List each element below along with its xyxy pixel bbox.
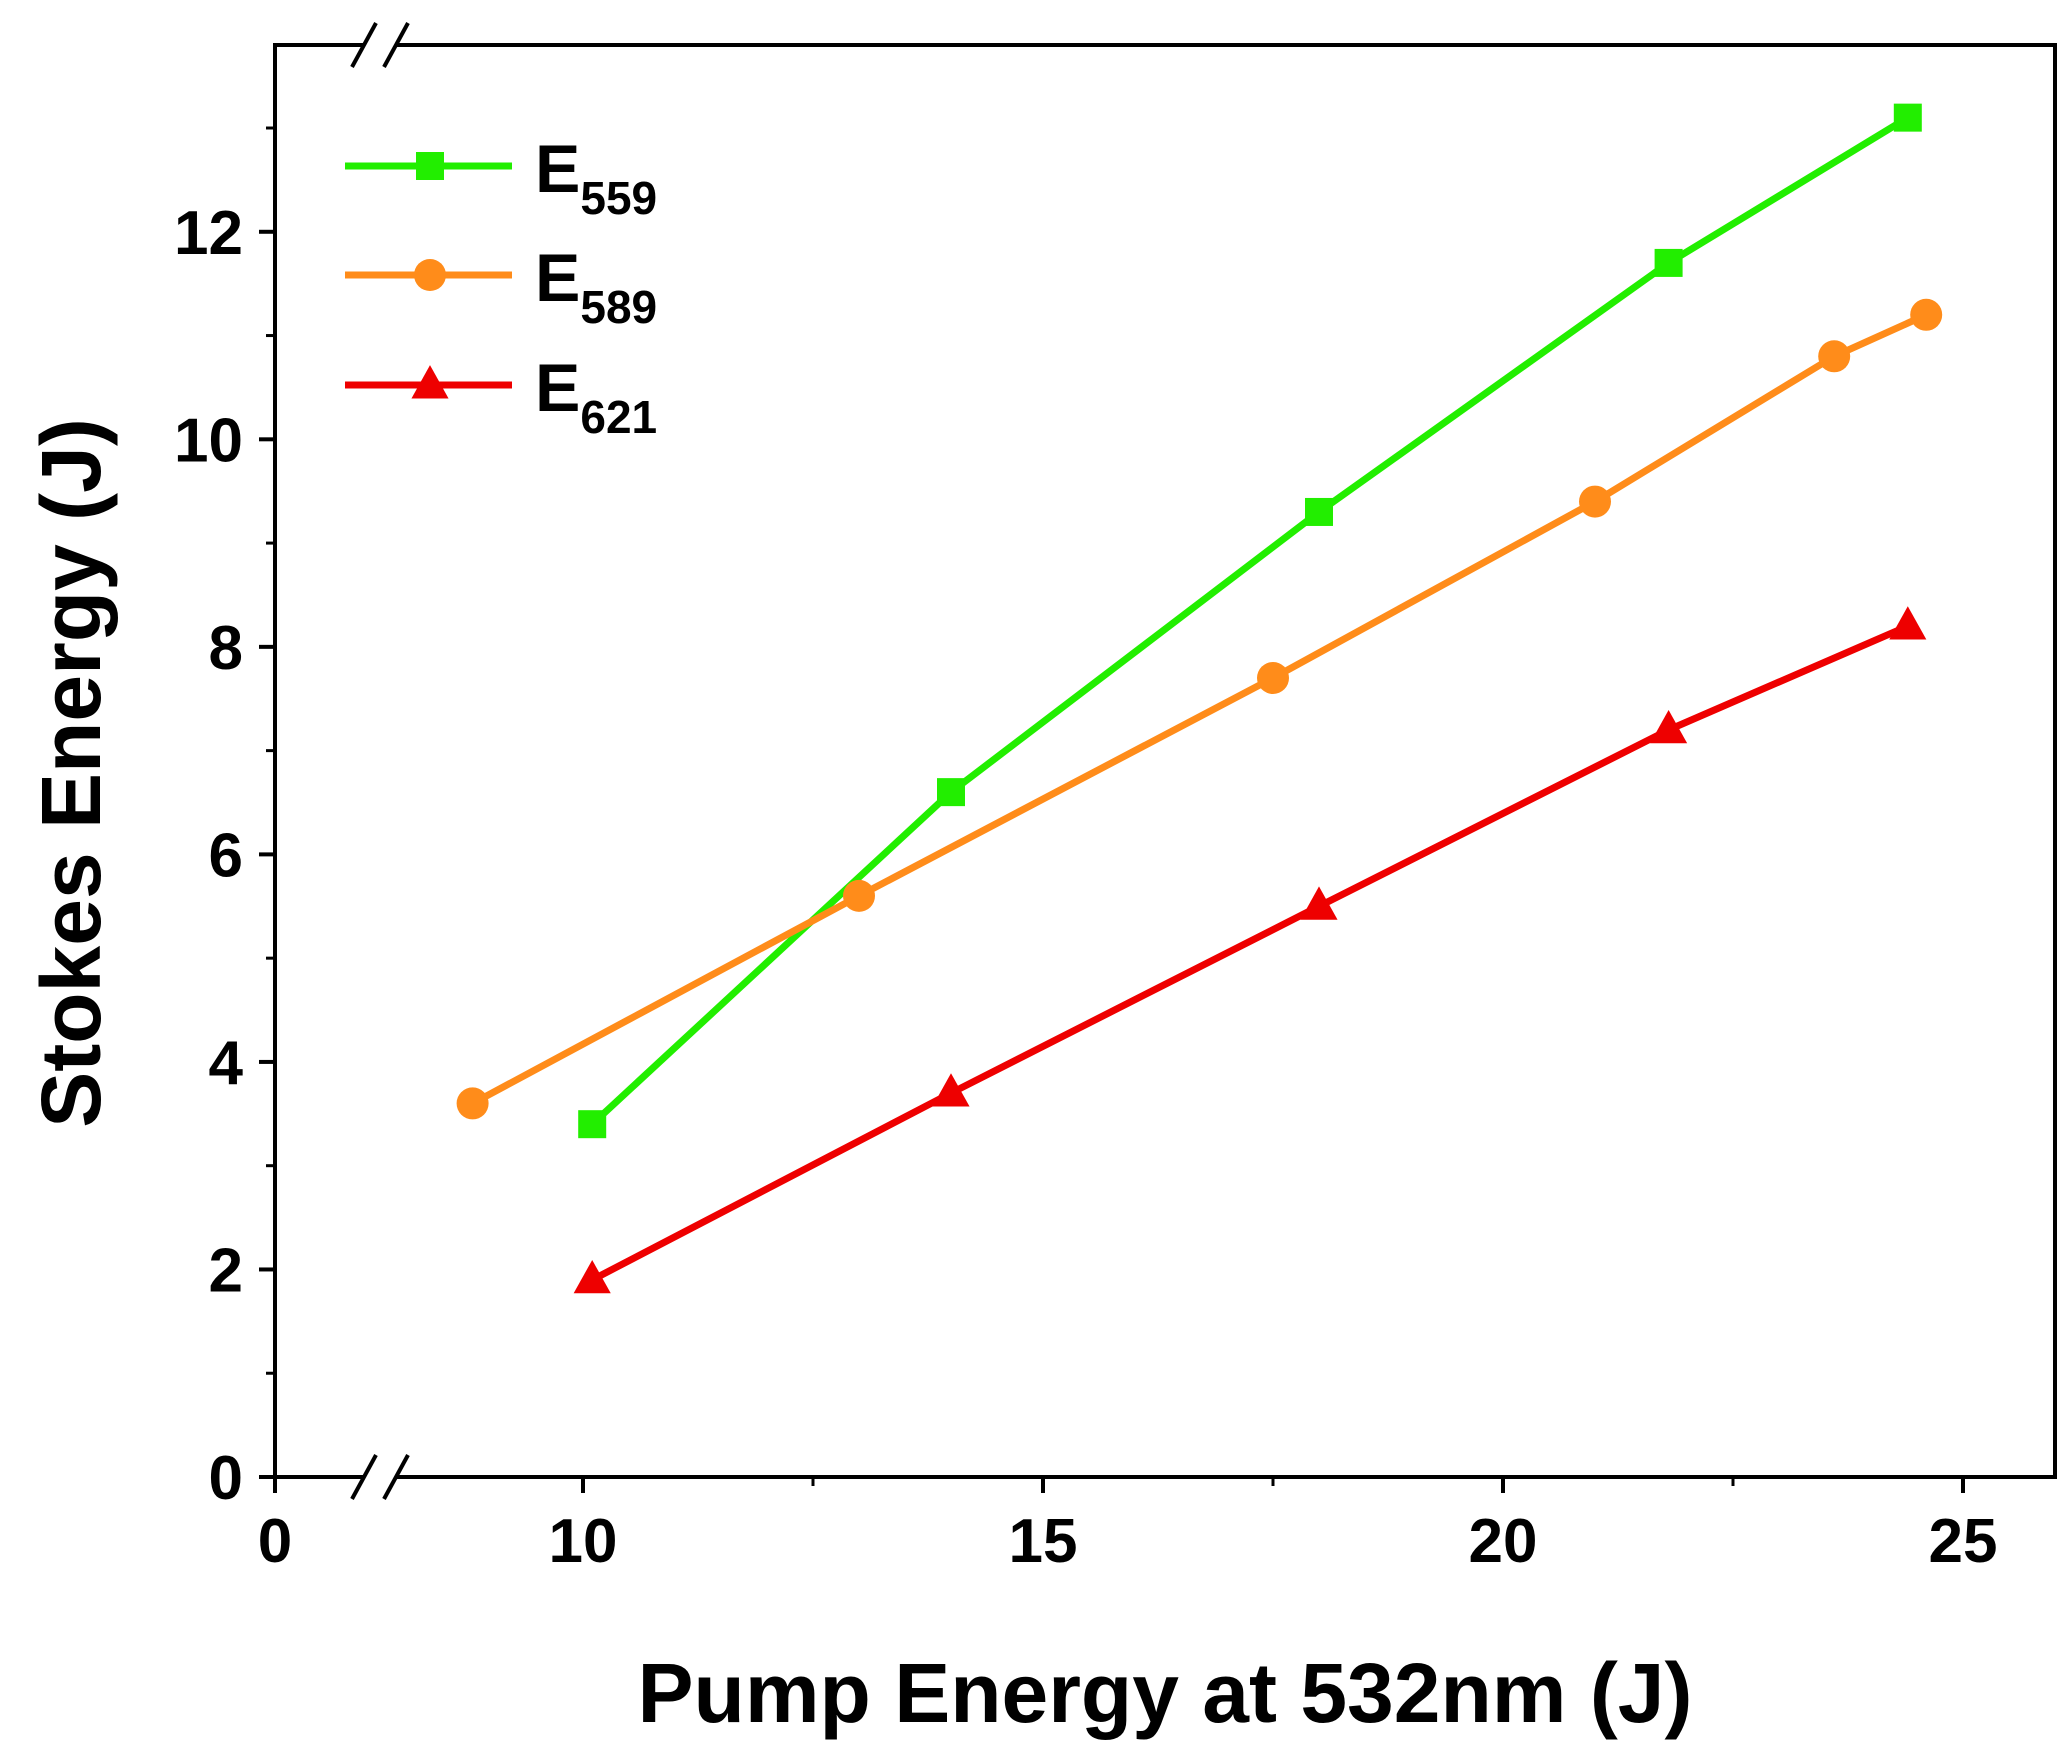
data-point-e559 — [1654, 248, 1683, 277]
axis-break-gap-bottom — [364, 1472, 396, 1482]
series-line-e621 — [590, 622, 1910, 1283]
x-tick-label: 15 — [1009, 1507, 1078, 1576]
data-point-e589 — [1910, 298, 1943, 331]
axis-break-mark-bottom — [382, 1454, 410, 1500]
legend-label-subscript: 621 — [580, 391, 657, 443]
data-series — [456, 103, 1943, 1294]
data-point-e559 — [1893, 103, 1922, 132]
data-point-e621 — [573, 1260, 611, 1294]
data-point-e559 — [578, 1110, 607, 1139]
axis-ticks: 0 10 15 20 25 0 2 4 6 8 10 12 — [174, 126, 1998, 1576]
axis-break-mark-bottom — [350, 1454, 378, 1500]
legend-marker-e559 — [416, 152, 444, 180]
x-axis-title: Pump Energy at 532nm (J) — [638, 1646, 1693, 1740]
legend-marker-e621 — [411, 365, 449, 399]
legend-label-e559: E559 — [535, 131, 657, 224]
series-line-e559 — [589, 114, 1910, 1127]
legend-label-main: E — [535, 350, 580, 426]
y-tick-label: 6 — [209, 821, 243, 890]
y-tick-label: 10 — [174, 406, 243, 475]
x-tick-label: 0 — [258, 1507, 292, 1576]
data-point-e589 — [1818, 340, 1851, 373]
data-point-e589 — [1579, 485, 1611, 518]
y-tick-label: 12 — [174, 199, 243, 268]
legend-label-e589: E589 — [535, 240, 657, 333]
data-point-e621 — [1650, 710, 1688, 744]
legend-label-subscript: 559 — [580, 172, 657, 224]
y-tick-label: 2 — [209, 1236, 243, 1305]
x-tick-label: 25 — [1929, 1507, 1998, 1576]
data-point-e589 — [1257, 661, 1289, 694]
data-point-e559 — [937, 778, 965, 807]
axis-break-gap-top — [364, 40, 396, 50]
data-point-e621 — [1300, 886, 1338, 920]
legend-marker-e589 — [414, 259, 446, 291]
legend-label-e621: E621 — [535, 350, 657, 443]
data-point-e621 — [1889, 606, 1927, 640]
plot-border — [273, 43, 2057, 1479]
x-tick-label: 10 — [549, 1507, 618, 1576]
y-tick-label: 8 — [209, 614, 243, 683]
data-point-e589 — [456, 1087, 489, 1120]
y-axis-title: Stokes Energy (J) — [24, 418, 118, 1128]
y-tick-label: 4 — [209, 1029, 244, 1098]
plot-frame — [273, 22, 2057, 1500]
y-tick-label: 0 — [209, 1444, 243, 1513]
data-point-e621 — [932, 1073, 970, 1107]
legend-label-main: E — [535, 131, 580, 207]
legend-label-main: E — [535, 240, 580, 316]
x-tick-label: 20 — [1469, 1507, 1538, 1576]
data-point-e559 — [1305, 497, 1333, 526]
series-line-e589 — [470, 311, 1928, 1107]
legend-label-subscript: 589 — [580, 281, 657, 333]
data-point-e589 — [843, 879, 875, 912]
axis-break-mark-top — [350, 22, 378, 68]
axis-break-mark-top — [382, 22, 410, 68]
